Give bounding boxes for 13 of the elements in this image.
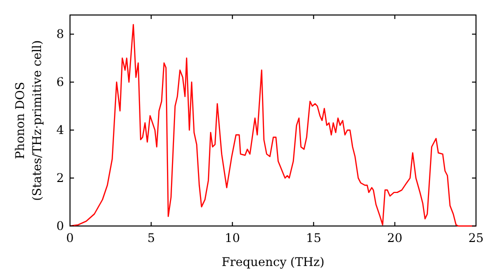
y-tick-label: 8 bbox=[56, 27, 64, 42]
x-tick-label: 5 bbox=[147, 231, 156, 245]
x-tick-label: 25 bbox=[468, 231, 484, 245]
y-tick-label: 4 bbox=[56, 123, 64, 138]
y-tick-label: 0 bbox=[56, 219, 64, 233]
x-tick-label: 15 bbox=[306, 231, 322, 245]
y-tick-label: 2 bbox=[56, 171, 64, 186]
y-axis-title: Phonon DOS (States/THz·primitive cell) bbox=[13, 40, 44, 201]
x-tick-label: 0 bbox=[66, 231, 74, 245]
x-axis-title: Frequency (THz) bbox=[222, 255, 324, 269]
x-tick-label: 10 bbox=[224, 231, 240, 245]
y-tick-label: 6 bbox=[56, 75, 64, 90]
x-tick-label: 20 bbox=[387, 231, 402, 245]
